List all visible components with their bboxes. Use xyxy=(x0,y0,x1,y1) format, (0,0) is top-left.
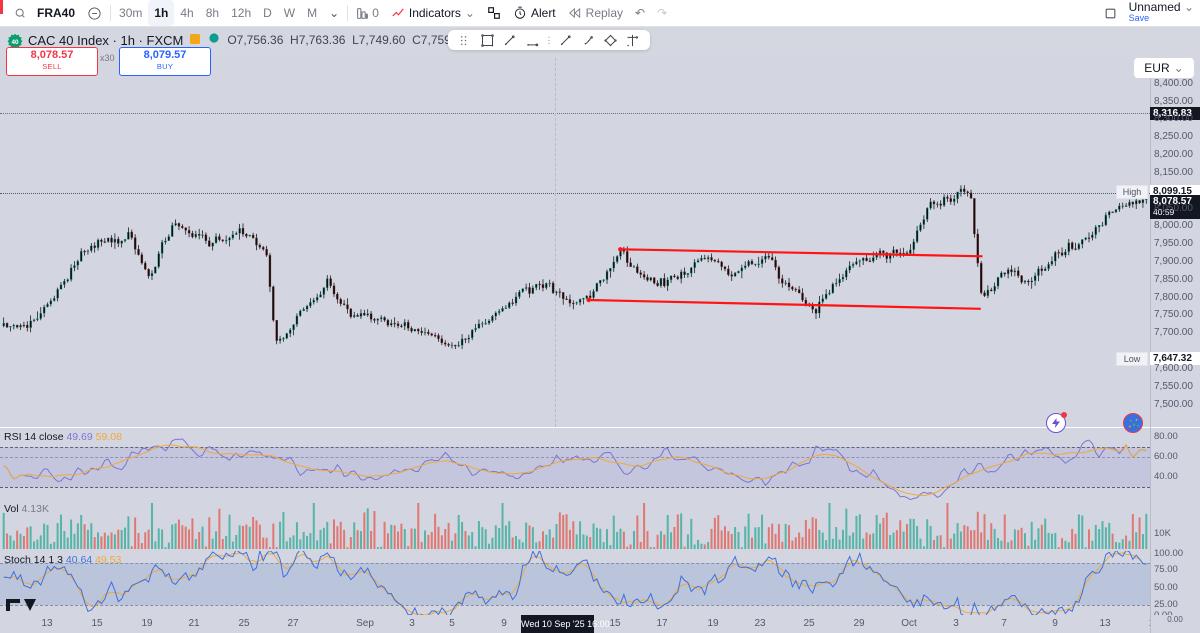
svg-text:40: 40 xyxy=(11,39,19,46)
